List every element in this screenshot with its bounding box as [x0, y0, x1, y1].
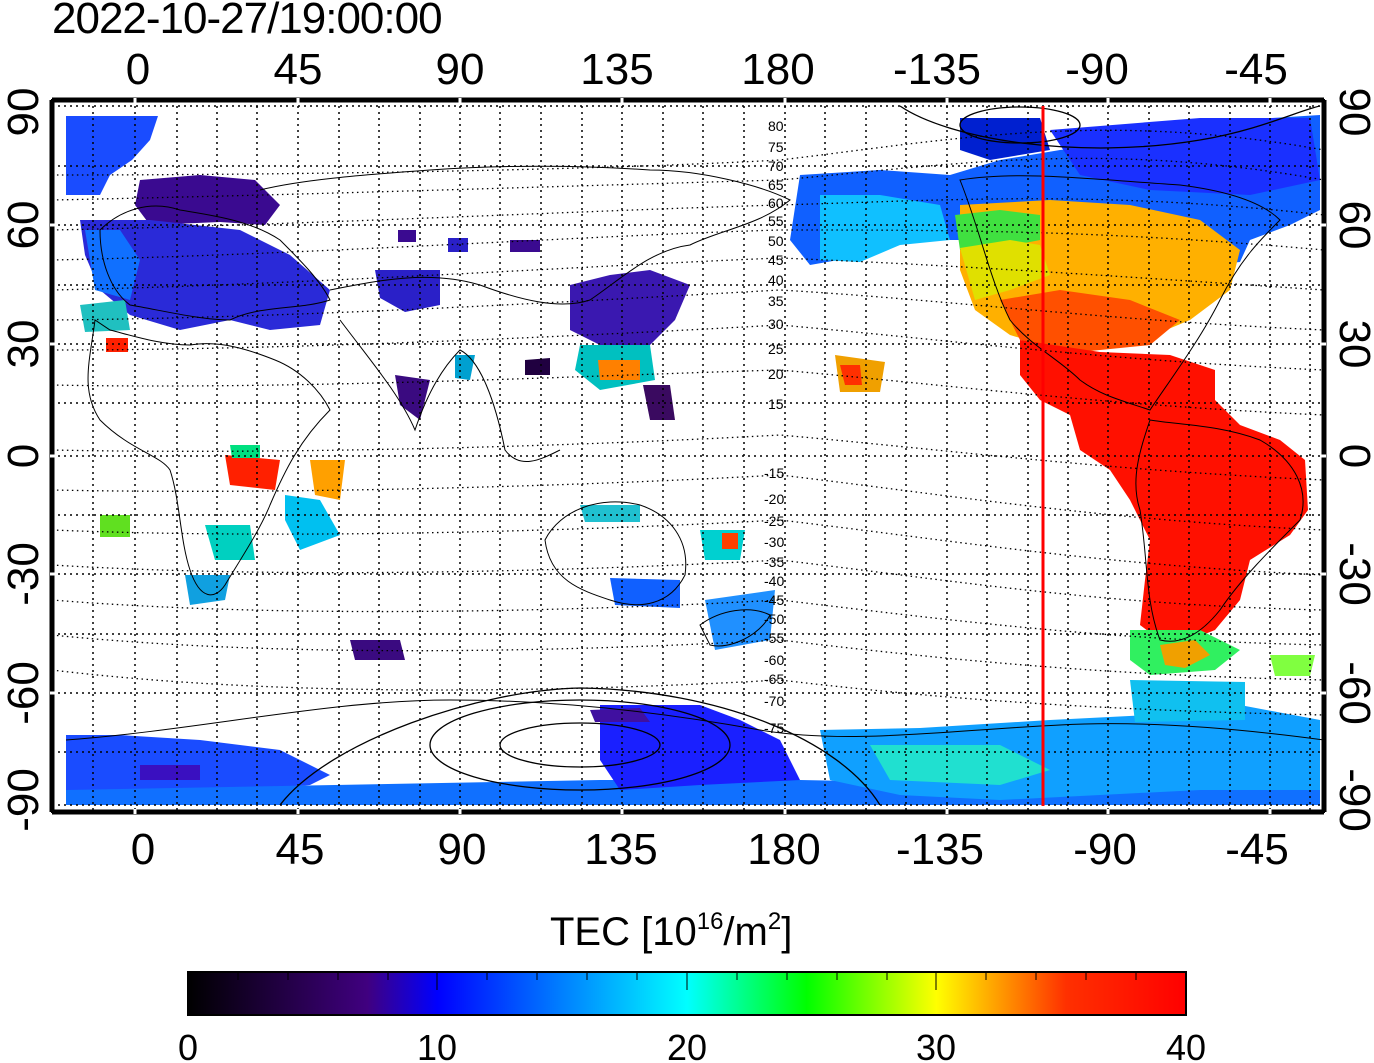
tec-region-south-america [1020, 340, 1308, 640]
tec-data-layer [66, 115, 1320, 805]
mlat-label: 75 [768, 139, 784, 155]
y-tick-label: -30 [0, 542, 48, 606]
tec-region-antarctic [66, 735, 330, 790]
mlat-label: -40 [764, 573, 784, 589]
y-tick-label: 60 [0, 201, 48, 250]
x-tick-label: -45 [1224, 45, 1288, 94]
colorbar-tick-label: 30 [916, 1027, 956, 1063]
mlat-label: -70 [764, 693, 784, 709]
tec-region-east-asia [570, 270, 690, 345]
mlat-label: -60 [764, 652, 784, 668]
y-tick-label: -90 [1330, 768, 1374, 832]
colorbar-tick-label: 20 [667, 1027, 707, 1063]
mlat-label: 80 [768, 118, 784, 134]
mlat-labels-north: 80 75 70 65 60 55 50 45 40 35 30 25 20 1… [768, 118, 784, 412]
x-tick-label: -45 [1225, 825, 1289, 874]
grid-lines [52, 100, 1324, 812]
colorbar-tick-labels: 0 10 20 30 40 [178, 1027, 1206, 1063]
x-tick-label: -90 [1073, 825, 1137, 874]
y-tick-label: -30 [1330, 542, 1374, 606]
y-tick-label: 90 [1330, 88, 1374, 137]
mlat-label: -50 [764, 611, 784, 627]
y-tick-label: 60 [1330, 201, 1374, 250]
y-tick-label: -60 [1330, 661, 1374, 725]
mlat-label: 55 [768, 213, 784, 229]
x-tick-label: -135 [896, 825, 984, 874]
mlat-label: -25 [764, 513, 784, 529]
x-tick-label: 0 [126, 45, 150, 94]
x-axis-bottom: 0 45 90 135 180 -135 -90 -45 [131, 825, 1289, 874]
timestamp-title: 2022-10-27/19:00:00 [52, 0, 443, 43]
x-tick-label: 180 [741, 45, 814, 94]
mlat-label: 25 [768, 341, 784, 357]
mlat-label: 15 [768, 396, 784, 412]
pole-contours [279, 105, 1321, 806]
coastlines [65, 165, 1324, 741]
mlat-label: 20 [768, 366, 784, 382]
y-tick-label: 30 [0, 320, 48, 369]
mlat-label: 50 [768, 233, 784, 249]
mlat-label: 35 [768, 293, 784, 309]
mlat-label: 65 [768, 177, 784, 193]
mlat-label: 60 [768, 195, 784, 211]
colorbar-tick-label: 0 [178, 1027, 198, 1063]
tec-region-europe [80, 220, 330, 330]
x-tick-label: 135 [580, 45, 653, 94]
x-tick-label: 90 [438, 825, 487, 874]
mlat-label: 45 [768, 252, 784, 268]
x-tick-label: 90 [436, 45, 485, 94]
colorbar-minor-ticks [237, 972, 1137, 990]
magnetic-latitude-contours [52, 129, 1324, 716]
mlat-label: -55 [764, 630, 784, 646]
tec-region-scandinavia [135, 175, 280, 225]
y-tick-label: -60 [0, 661, 48, 725]
x-tick-label: -90 [1065, 45, 1129, 94]
mlat-label: 30 [768, 316, 784, 332]
mlat-label: -30 [764, 534, 784, 550]
colorbar-title: TEC [1016/m2] [550, 908, 793, 954]
y-tick-label: 30 [1330, 320, 1374, 369]
x-tick-label: 135 [584, 825, 657, 874]
axis-tick-gaps [50, 98, 1326, 814]
colorbar-tick-label: 40 [1166, 1027, 1206, 1063]
mlat-label: 40 [768, 272, 784, 288]
colorbar-tick-label: 10 [417, 1027, 457, 1063]
mlat-label: -45 [764, 592, 784, 608]
x-tick-label: 45 [276, 825, 325, 874]
mlat-label: -75 [764, 720, 784, 736]
y-axis-right: 90 60 30 0 -30 -60 -90 [1330, 88, 1374, 832]
tec-region-arctic-west [66, 116, 158, 195]
mlat-labels-south: -15 -20 -25 -30 -35 -40 -45 -50 -55 -60 … [764, 465, 784, 736]
y-axis-left: 90 60 30 0 -30 -60 -90 [0, 88, 48, 832]
x-tick-label: -135 [893, 45, 981, 94]
y-tick-label: 0 [1330, 444, 1374, 468]
y-tick-label: -90 [0, 768, 48, 832]
y-tick-label: 0 [0, 444, 48, 468]
x-axis-top: 0 45 90 135 180 -135 -90 -45 [126, 45, 1288, 94]
x-tick-label: 45 [274, 45, 323, 94]
mlat-label: 70 [768, 158, 784, 174]
mlat-label: -15 [764, 465, 784, 481]
mlat-label: -65 [764, 671, 784, 687]
x-tick-label: 0 [131, 825, 155, 874]
mlat-label: -20 [764, 491, 784, 507]
x-tick-label: 180 [747, 825, 820, 874]
mlat-label: -35 [764, 554, 784, 570]
y-tick-label: 90 [0, 88, 48, 137]
